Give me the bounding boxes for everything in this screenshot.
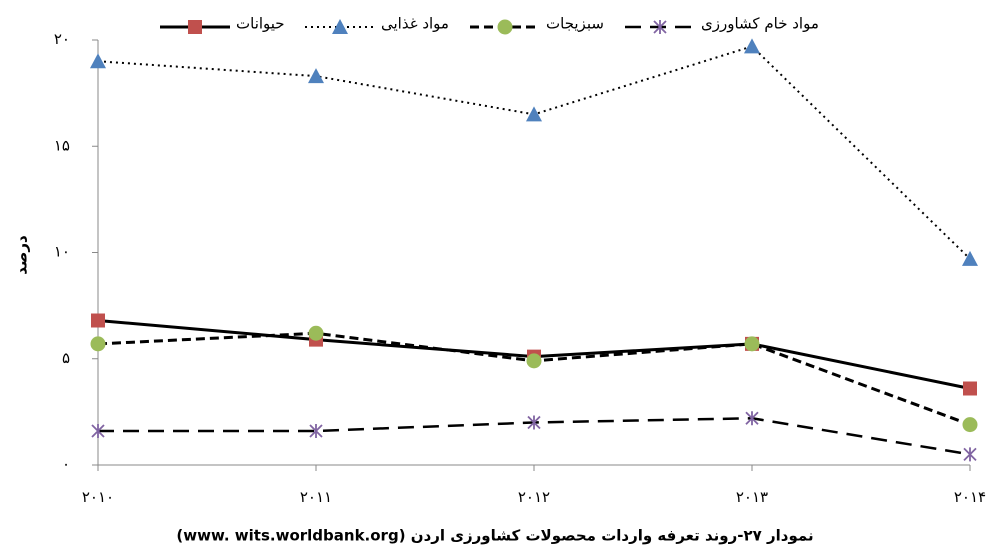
y-tick-label: ۱۵ xyxy=(54,136,70,154)
marker xyxy=(91,313,105,328)
marker xyxy=(90,53,106,69)
legend-item: مواد غذایی xyxy=(305,15,449,34)
marker xyxy=(526,106,542,122)
legend-label: مواد غذایی xyxy=(381,15,449,33)
legend-item: حیوانات xyxy=(160,15,285,34)
marker xyxy=(963,447,977,462)
series-line xyxy=(97,331,971,427)
legend-item: مواد خام کشاورزی xyxy=(625,15,819,34)
marker xyxy=(91,424,105,438)
y-axis-label: درصد xyxy=(13,235,31,275)
x-tick-label: ۲۰۱۲ xyxy=(518,488,550,506)
marker xyxy=(745,411,759,426)
y-tick-label: ۱۰ xyxy=(54,243,70,261)
marker xyxy=(962,417,978,433)
marker xyxy=(526,353,542,369)
marker xyxy=(527,415,541,430)
marker xyxy=(188,20,202,34)
y-tick-label: ۵ xyxy=(62,349,70,367)
marker xyxy=(744,336,760,352)
marker xyxy=(308,68,324,84)
marker xyxy=(497,19,513,35)
legend-item: سبزیجات xyxy=(470,15,604,35)
x-tick-label: ۲۰۱۱ xyxy=(300,488,332,506)
marker xyxy=(653,20,667,34)
y-tick-label: ۲۰ xyxy=(54,30,70,48)
marker xyxy=(90,336,106,352)
x-tick-label: ۲۰۱۴ xyxy=(954,488,986,506)
marker xyxy=(309,424,323,438)
marker xyxy=(308,325,324,341)
legend-label: سبزیجات xyxy=(546,15,604,33)
x-tick-label: ۲۰۱۳ xyxy=(736,488,768,506)
marker xyxy=(332,19,348,34)
y-tick-label: ۰ xyxy=(62,455,70,473)
x-tick-label: ۲۰۱۰ xyxy=(82,488,114,506)
caption: نمودار ۲۷-روند تعرفه واردات محصولات کشاو… xyxy=(176,527,813,545)
series-line xyxy=(97,45,971,260)
marker xyxy=(963,381,977,396)
marker xyxy=(962,250,978,266)
marker xyxy=(744,38,760,54)
legend-label: مواد خام کشاورزی xyxy=(701,15,819,33)
legend-label: حیوانات xyxy=(236,15,285,33)
